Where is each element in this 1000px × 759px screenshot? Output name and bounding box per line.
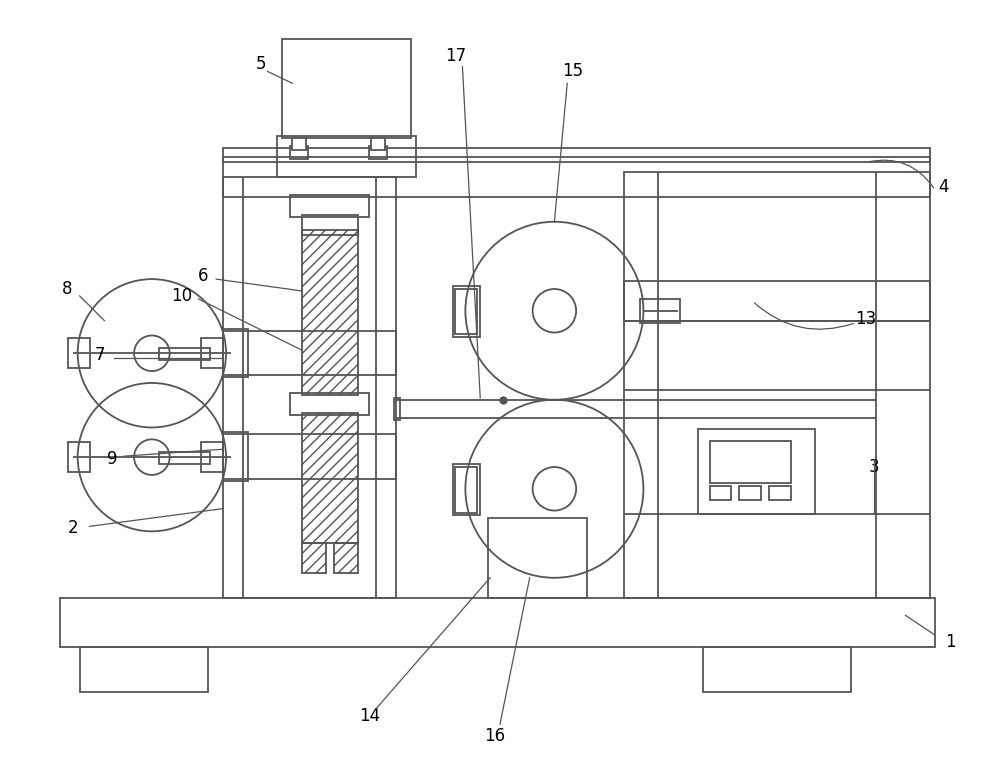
Text: 1: 1 bbox=[945, 633, 955, 651]
Bar bbox=[223, 330, 396, 375]
Bar bbox=[223, 157, 930, 197]
Bar bbox=[455, 467, 477, 512]
Text: 13: 13 bbox=[855, 310, 877, 328]
Bar bbox=[277, 136, 416, 178]
Text: 10: 10 bbox=[171, 287, 192, 305]
Bar bbox=[624, 172, 930, 597]
Bar bbox=[302, 543, 326, 573]
Text: 3: 3 bbox=[869, 458, 879, 476]
Bar bbox=[394, 398, 400, 420]
Bar bbox=[80, 647, 208, 691]
Bar bbox=[68, 339, 90, 368]
Bar bbox=[302, 215, 358, 235]
Bar bbox=[159, 348, 210, 361]
Text: 7: 7 bbox=[94, 346, 105, 364]
Bar bbox=[453, 286, 480, 338]
Bar bbox=[292, 137, 306, 150]
Bar bbox=[302, 230, 358, 395]
Bar bbox=[488, 518, 587, 597]
Text: 6: 6 bbox=[198, 267, 209, 285]
Bar bbox=[371, 137, 385, 150]
Bar bbox=[698, 430, 815, 514]
Bar bbox=[201, 339, 223, 368]
Text: 16: 16 bbox=[484, 727, 506, 745]
Bar bbox=[223, 147, 930, 162]
Text: 5: 5 bbox=[255, 55, 266, 73]
Bar bbox=[290, 393, 369, 414]
Bar bbox=[290, 195, 369, 217]
Text: 14: 14 bbox=[359, 707, 380, 726]
Bar bbox=[640, 299, 680, 323]
Bar bbox=[290, 146, 308, 159]
Bar bbox=[223, 434, 396, 479]
Bar bbox=[769, 486, 791, 499]
Bar bbox=[703, 647, 851, 691]
Text: 4: 4 bbox=[938, 178, 948, 196]
Bar bbox=[223, 178, 396, 597]
Bar bbox=[455, 289, 477, 335]
Bar bbox=[302, 413, 358, 543]
Bar bbox=[223, 433, 248, 481]
Bar bbox=[453, 464, 480, 515]
Bar bbox=[68, 442, 90, 472]
Bar bbox=[624, 281, 930, 320]
Bar bbox=[223, 329, 248, 377]
Text: 9: 9 bbox=[107, 450, 118, 468]
Bar bbox=[159, 452, 210, 464]
Text: 2: 2 bbox=[67, 519, 78, 537]
Text: 8: 8 bbox=[62, 280, 72, 298]
Bar bbox=[201, 442, 223, 472]
Bar bbox=[369, 146, 387, 159]
Bar bbox=[710, 441, 791, 483]
Bar bbox=[739, 486, 761, 499]
Bar bbox=[282, 39, 411, 137]
Bar bbox=[710, 486, 731, 499]
Bar bbox=[334, 543, 358, 573]
Bar bbox=[60, 597, 935, 647]
Text: 17: 17 bbox=[445, 46, 466, 65]
Text: 15: 15 bbox=[562, 62, 583, 80]
